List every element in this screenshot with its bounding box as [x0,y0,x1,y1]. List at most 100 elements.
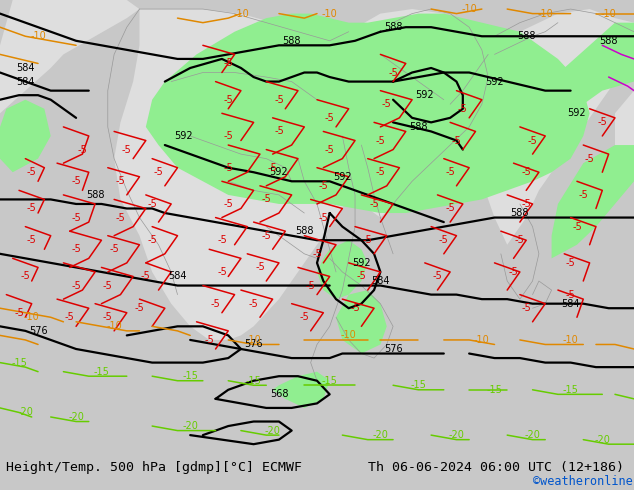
Text: -5: -5 [141,271,151,281]
Text: -5: -5 [103,281,113,291]
Text: -5: -5 [77,145,87,154]
Text: -10: -10 [538,9,553,19]
Polygon shape [552,145,634,258]
Text: -5: -5 [458,104,468,114]
Text: -5: -5 [204,335,214,345]
Text: -5: -5 [71,281,81,291]
Text: -20: -20 [264,426,281,436]
Text: -5: -5 [14,308,24,318]
Text: -5: -5 [134,303,145,313]
Text: -5: -5 [71,213,81,222]
Text: -10: -10 [341,330,356,341]
Text: -5: -5 [274,95,284,105]
Text: 588: 588 [510,208,529,218]
Text: 592: 592 [174,131,193,141]
Text: -5: -5 [217,267,227,277]
Text: -5: -5 [318,213,328,222]
Text: 588: 588 [599,36,618,46]
Text: -5: -5 [515,235,525,245]
Polygon shape [476,9,634,245]
Text: -5: -5 [312,249,322,259]
Text: 588: 588 [86,190,105,200]
Text: -5: -5 [268,163,278,172]
Text: -15: -15 [182,371,198,381]
Text: -5: -5 [572,221,582,232]
Text: -5: -5 [585,154,595,164]
Text: -5: -5 [445,167,455,177]
Text: -15: -15 [562,385,579,395]
Text: 588: 588 [295,226,314,236]
Text: -10: -10 [563,335,578,345]
Text: 584: 584 [561,299,580,309]
Polygon shape [273,371,330,408]
Text: -5: -5 [223,58,233,69]
Text: -10: -10 [462,4,477,14]
Text: -5: -5 [261,231,271,241]
Text: -5: -5 [210,299,221,309]
Text: -5: -5 [521,199,531,209]
Text: -5: -5 [27,235,37,245]
Text: -20: -20 [448,430,465,440]
Text: -10: -10 [601,9,616,19]
Text: -5: -5 [445,203,455,214]
Text: -5: -5 [27,203,37,214]
Text: -5: -5 [103,312,113,322]
Text: -5: -5 [432,271,443,281]
Text: -20: -20 [68,412,84,422]
Text: -15: -15 [93,367,110,377]
Text: -5: -5 [350,303,360,313]
Text: -10: -10 [24,312,39,322]
Text: -10: -10 [233,9,249,19]
Text: -20: -20 [182,421,198,431]
Text: 584: 584 [16,76,35,87]
Text: -5: -5 [597,118,607,127]
Text: -5: -5 [521,167,531,177]
Text: -15: -15 [486,385,503,395]
Text: 584: 584 [16,63,35,73]
Text: -5: -5 [20,271,30,281]
Text: -5: -5 [223,95,233,105]
Text: -5: -5 [261,195,271,204]
Polygon shape [0,99,51,172]
Polygon shape [114,9,355,340]
Text: -20: -20 [372,430,389,440]
Text: 592: 592 [269,167,288,177]
Polygon shape [317,240,368,299]
Text: -5: -5 [578,190,588,200]
Text: 568: 568 [269,390,288,399]
Text: -20: -20 [594,435,611,444]
Text: -5: -5 [508,267,519,277]
Text: -5: -5 [249,299,259,309]
Text: -5: -5 [325,145,335,154]
Text: -20: -20 [17,408,34,417]
Text: -5: -5 [325,113,335,123]
Text: -5: -5 [439,235,449,245]
Text: -5: -5 [115,213,126,222]
Text: -5: -5 [65,312,75,322]
Text: -15: -15 [410,380,427,390]
Text: -5: -5 [115,176,126,186]
Text: -5: -5 [375,136,385,146]
Text: -10: -10 [474,335,489,345]
Text: 592: 592 [567,108,586,118]
Text: -5: -5 [274,126,284,136]
Text: -5: -5 [122,145,132,154]
Polygon shape [336,290,387,354]
Text: -5: -5 [109,245,119,254]
Text: 584: 584 [371,276,390,286]
Text: -5: -5 [566,258,576,268]
Text: -5: -5 [527,136,538,146]
Text: -5: -5 [71,176,81,186]
Text: -5: -5 [451,136,462,146]
Polygon shape [615,91,634,181]
Text: 576: 576 [244,340,263,349]
Text: -10: -10 [246,335,261,345]
Text: -5: -5 [363,235,373,245]
Text: -5: -5 [27,167,37,177]
Text: 576: 576 [384,344,403,354]
Text: -5: -5 [223,131,233,141]
Text: -5: -5 [153,167,164,177]
Text: 588: 588 [409,122,428,132]
Text: -10: -10 [30,31,46,41]
Text: -20: -20 [524,430,541,440]
